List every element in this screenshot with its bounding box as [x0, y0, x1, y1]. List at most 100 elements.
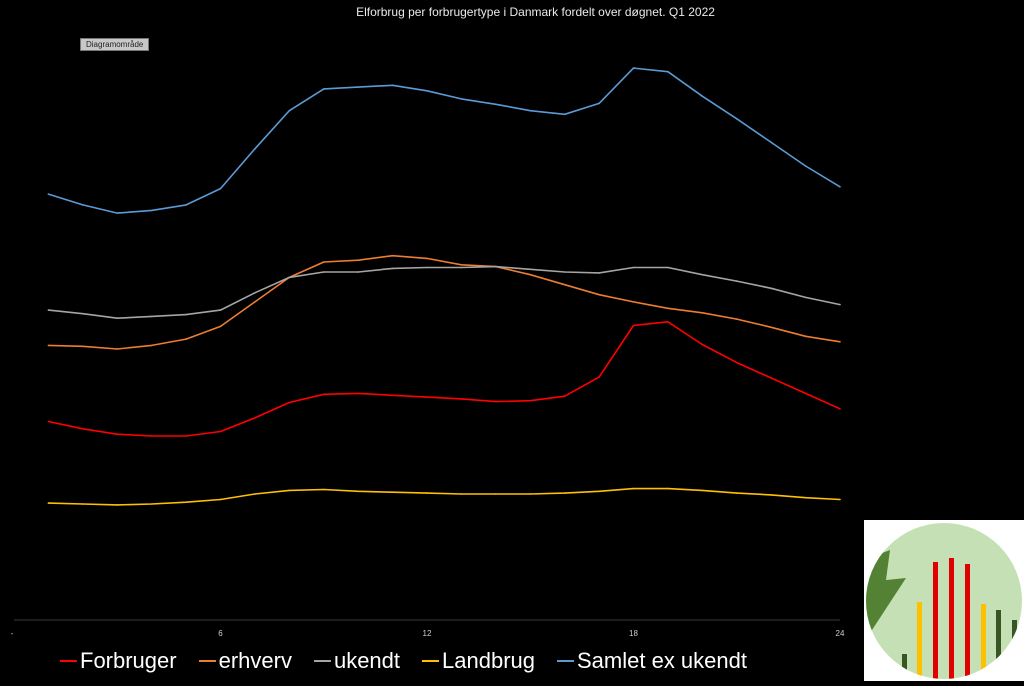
data-point — [116, 504, 119, 506]
legend-swatch — [422, 660, 440, 662]
data-point — [288, 109, 291, 112]
series-line-samlet-ex-ukendt — [48, 67, 841, 214]
data-point — [460, 266, 463, 269]
data-point — [804, 392, 807, 395]
data-point — [667, 321, 669, 323]
data-point — [288, 401, 291, 404]
legend-swatch — [198, 660, 216, 662]
data-point — [804, 165, 807, 167]
data-point — [736, 318, 738, 320]
data-point — [357, 86, 360, 88]
legend-item-forbruger: Forbruger — [60, 648, 177, 674]
x-tick-label: 18 — [629, 629, 638, 638]
data-point — [770, 141, 772, 144]
data-point — [632, 487, 635, 490]
data-point — [150, 503, 153, 505]
data-point — [495, 493, 497, 495]
data-point — [701, 489, 704, 492]
data-point — [701, 273, 704, 276]
data-point — [150, 209, 153, 212]
data-point — [426, 396, 428, 398]
data-point — [804, 296, 807, 299]
data-point — [391, 254, 394, 257]
data-point — [426, 492, 428, 494]
data-point — [391, 84, 394, 87]
data-point — [495, 400, 497, 403]
chart-area-tag[interactable]: Diagramområde — [80, 38, 150, 51]
data-point — [185, 204, 187, 206]
data-point — [150, 435, 153, 437]
data-point — [357, 259, 360, 262]
data-point — [185, 435, 187, 437]
data-point — [632, 324, 635, 327]
legend-label: Samlet ex ukendt — [577, 648, 747, 673]
data-point — [598, 293, 600, 296]
data-point — [632, 301, 635, 303]
data-point — [839, 498, 841, 501]
legend-item-landbrug: Landbrug — [422, 648, 535, 674]
data-point — [632, 266, 635, 269]
data-point — [460, 398, 463, 400]
data-point — [598, 376, 600, 378]
x-tick-label: 6 — [218, 629, 223, 638]
data-point — [563, 395, 566, 398]
data-point — [529, 273, 532, 276]
data-point — [323, 88, 325, 90]
data-point — [804, 335, 807, 338]
data-point — [770, 287, 772, 290]
data-point — [770, 377, 772, 379]
data-point — [47, 502, 50, 504]
data-point — [391, 267, 394, 270]
data-point — [47, 193, 50, 195]
data-point — [254, 301, 256, 303]
data-point — [667, 307, 669, 310]
data-point — [116, 317, 119, 320]
data-point — [426, 266, 428, 269]
data-point — [219, 498, 222, 501]
data-point — [667, 266, 669, 269]
data-point — [254, 148, 256, 150]
data-point — [839, 408, 841, 410]
data-point — [219, 309, 222, 311]
legend-item-ukendt: ukendt — [313, 648, 401, 674]
data-point — [323, 393, 325, 396]
legend: Forbruger erhverv ukendt Landbrug Samlet… — [60, 648, 769, 674]
chart-title: Elforbrug per forbrugertype i Danmark fo… — [356, 5, 715, 19]
data-point — [219, 187, 222, 190]
data-point — [82, 428, 84, 430]
data-point — [150, 315, 153, 318]
data-point — [185, 313, 187, 316]
data-point — [219, 430, 222, 433]
data-point — [357, 271, 360, 273]
data-point — [116, 212, 119, 214]
data-point — [632, 67, 635, 69]
data-point — [460, 98, 463, 100]
data-point — [254, 417, 256, 419]
x-tick-label: 24 — [836, 629, 845, 638]
data-point — [391, 394, 394, 397]
data-point — [736, 361, 738, 364]
data-point — [839, 303, 841, 306]
data-point — [563, 271, 566, 273]
data-point — [323, 271, 325, 273]
data-point — [770, 494, 772, 496]
data-point — [47, 344, 50, 347]
data-point — [185, 338, 187, 340]
data-point — [82, 345, 84, 348]
data-point — [391, 491, 394, 494]
legend-label: ukendt — [333, 648, 401, 673]
legend-item-samlet: Samlet ex ukendt — [557, 648, 747, 674]
data-point — [323, 488, 325, 491]
legend-label: Forbruger — [80, 648, 177, 673]
legend-item-erhverv: erhverv — [198, 648, 292, 674]
data-point — [839, 186, 841, 188]
data-point — [701, 343, 704, 346]
data-point — [529, 268, 532, 271]
series-line-ukendt — [48, 265, 841, 320]
series-line-landbrug — [48, 487, 841, 506]
x-tick-label: 12 — [423, 629, 432, 638]
data-point — [495, 103, 497, 106]
data-point — [736, 492, 738, 494]
data-point — [82, 503, 84, 505]
